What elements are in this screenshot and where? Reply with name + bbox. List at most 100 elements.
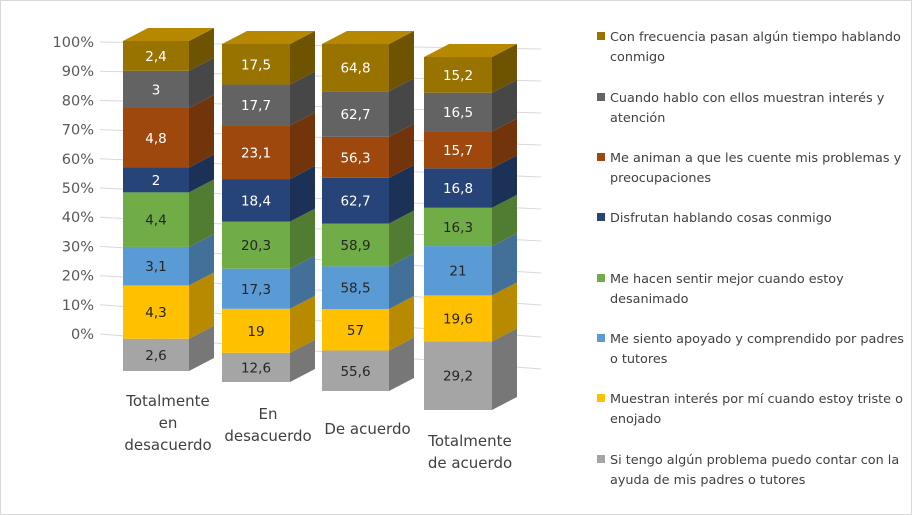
- bar-segment-side: [492, 118, 517, 169]
- bar-segment: 15,2: [424, 44, 517, 93]
- legend-label: Con frecuencia pasan algún tiempo hablan…: [610, 30, 901, 65]
- bar-segment: 3: [123, 57, 214, 108]
- bar-segment-front: [424, 92, 492, 132]
- bar-segment: 29,2: [424, 328, 517, 410]
- bar-segment-side: [389, 78, 414, 137]
- bar-segment: 21: [424, 233, 517, 296]
- bar-segment-front: [123, 338, 189, 371]
- bar-segment: 12,6: [222, 339, 315, 382]
- data-label: 64,8: [340, 61, 370, 77]
- bar-segment-front: [123, 246, 189, 286]
- bar-segment-side: [389, 296, 414, 351]
- bar-segment-side: [290, 255, 315, 309]
- y-tick-label: 50%: [62, 181, 94, 197]
- bar-segment-front: [123, 167, 189, 193]
- bar-segment: 62,7: [322, 164, 414, 224]
- bar-segment: 4,8: [123, 94, 214, 168]
- bar-segment-side: [492, 79, 517, 132]
- bar-segment-side: [492, 194, 517, 247]
- legend-swatch: [597, 394, 605, 402]
- bar-segment: 3,1: [123, 233, 214, 286]
- bar-segment-front: [322, 223, 389, 267]
- y-tick-label: 40%: [62, 210, 94, 226]
- bar-segment-side: [492, 328, 517, 410]
- bar-segment-side: [389, 31, 414, 92]
- bar-segment-front: [424, 57, 492, 93]
- legend-swatch: [597, 455, 605, 463]
- legend-swatch: [597, 153, 605, 161]
- category-label: Totalmente: [125, 392, 210, 410]
- bar-segment: 2: [123, 154, 214, 193]
- bar-segment-front: [424, 295, 492, 342]
- y-tick-label: 10%: [62, 298, 94, 314]
- category-label: De acuerdo: [324, 420, 410, 438]
- bar-segment-front: [322, 136, 389, 178]
- y-tick-label: 20%: [62, 269, 94, 285]
- bar-top-face: [222, 31, 315, 44]
- bar-segment-side: [389, 164, 414, 224]
- category-label: desacuerdo: [224, 427, 311, 445]
- bar-segment-side: [290, 31, 315, 85]
- bar-segment-front: [322, 177, 389, 224]
- data-label: 2: [152, 173, 161, 189]
- bar-stack-2: 12,6 19 17,3 20,3 18,4 23,1 17,7 17,5: [222, 31, 315, 382]
- bar-segment: 16,3: [424, 194, 517, 247]
- data-label: 23,1: [241, 145, 271, 161]
- data-label: 4,8: [145, 131, 166, 147]
- data-label: 3: [152, 82, 161, 98]
- legend-swatch: [597, 274, 605, 282]
- bar-segment-front: [424, 341, 492, 410]
- category-label: Totalmente: [427, 432, 512, 450]
- bar-segment-front: [123, 107, 189, 168]
- data-label: 4,3: [145, 305, 166, 321]
- bar-segment-front: [222, 84, 290, 126]
- legend-label: Cuando hablo con ellos muestran interés …: [610, 91, 885, 126]
- bar-segment-front: [123, 192, 189, 247]
- y-tick-label: 90%: [62, 64, 94, 80]
- data-label: 62,7: [340, 107, 370, 123]
- bar-stack-3: 55,6 57 58,5 58,9 62,7 56,3 62,7 64,8: [322, 31, 414, 391]
- bar-segment-side: [189, 154, 214, 193]
- data-label: 2,6: [145, 348, 166, 364]
- bar-segment-side: [290, 339, 315, 382]
- bar-segment: 64,8: [322, 31, 414, 92]
- bar-segment: 62,7: [322, 78, 414, 137]
- bar-segment: 20,3: [222, 208, 315, 269]
- data-label: 55,6: [340, 364, 370, 380]
- data-label: 58,9: [340, 238, 370, 254]
- bar-segment-side: [290, 208, 315, 269]
- data-label: 20,3: [241, 238, 271, 254]
- bar-segment-side: [189, 94, 214, 168]
- data-label: 2,4: [145, 49, 166, 65]
- data-label: 16,3: [443, 220, 473, 236]
- bar-segment-side: [389, 253, 414, 310]
- data-label: 17,3: [241, 282, 271, 298]
- bar-segment: 55,6: [322, 337, 414, 391]
- bar-segment-side: [189, 28, 214, 71]
- bar-segment-front: [322, 91, 389, 137]
- data-label: 19: [247, 324, 264, 340]
- bar-segment: 58,5: [322, 253, 414, 310]
- data-label: 17,7: [241, 98, 271, 114]
- bar-segment-front: [322, 350, 389, 391]
- bar-segment: 17,7: [222, 71, 315, 126]
- bar-segment-front: [123, 41, 189, 71]
- legend-label: Me siento apoyado y comprendido por padr…: [610, 332, 904, 367]
- bar-segment-front: [222, 44, 290, 85]
- bar-segment-side: [290, 166, 315, 222]
- bar-segment-front: [424, 207, 492, 247]
- bar-segment-side: [189, 179, 214, 247]
- legend-label: Me hacen sentir mejor cuando estoy desan…: [610, 272, 844, 307]
- category-label: En: [259, 405, 278, 423]
- y-tick-label: 80%: [62, 93, 94, 109]
- bar-segment-side: [290, 112, 315, 180]
- data-label: 3,1: [145, 259, 166, 275]
- category-label: en: [159, 414, 178, 432]
- bar-top-face: [123, 28, 214, 41]
- bar-segment: 4,3: [123, 272, 214, 339]
- bar-top-face: [424, 44, 517, 57]
- stacked-bar-chart: 0% 10% 20% 30% 40% 50% 60% 70% 80% 90% 100% 2,6 4,3 3…: [53, 28, 542, 472]
- data-label: 4,4: [145, 213, 166, 229]
- bar-segment: 17,3: [222, 255, 315, 309]
